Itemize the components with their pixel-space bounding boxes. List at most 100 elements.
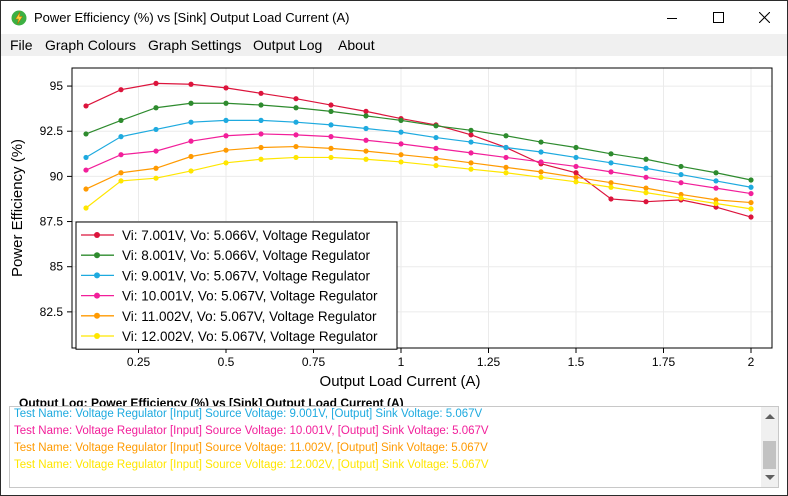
data-point [118,87,124,93]
data-point [293,105,299,111]
title-bar[interactable]: Power Efficiency (%) vs [Sink] Output Lo… [1,1,787,34]
menu-file[interactable]: File [10,37,33,53]
y-tick-label: 82.5 [40,305,64,319]
legend-swatch-marker [94,312,100,319]
data-point [258,117,264,123]
menu-graph-settings[interactable]: Graph Settings [148,37,242,53]
data-point [643,185,649,191]
maximize-button[interactable] [695,1,741,34]
legend-swatch-marker [94,292,100,299]
x-tick-label: 0.25 [127,355,151,369]
scroll-down-icon[interactable] [765,475,775,480]
data-point [153,80,159,86]
data-point [573,163,579,170]
data-point [328,134,334,140]
minimize-button[interactable] [649,1,695,34]
output-log-box[interactable]: Test Name: Voltage Regulator [Input] Sou… [9,406,779,488]
data-point [678,195,684,201]
data-point [258,156,264,162]
data-point [258,144,264,151]
data-point [748,206,754,212]
series-line [85,102,752,181]
maximize-icon [712,12,724,23]
data-point [293,132,299,138]
lightning-power-icon [11,10,27,26]
menu-output-log[interactable]: Output Log [253,37,323,53]
data-point [538,159,544,165]
data-point [188,168,194,174]
data-point [608,196,614,202]
data-point [503,133,509,139]
legend-swatch-marker [94,232,100,238]
close-icon [758,12,770,23]
data-point [363,125,369,132]
log-line: Test Name: Voltage Regulator [Input] Sou… [14,408,483,420]
menu-graph-colours[interactable]: Graph Colours [45,37,137,53]
data-point [83,186,89,192]
data-point [468,132,474,138]
data-point [223,147,229,153]
data-point [328,122,334,128]
data-point [188,153,194,160]
legend-entry: Vi: 9.001V, Vo: 5.067V, Voltage Regulato… [122,268,370,283]
data-point [608,169,614,175]
series-line [85,156,752,210]
scroll-thumb[interactable] [763,441,776,469]
data-point [398,117,404,123]
data-point [83,205,89,211]
data-point [258,90,264,96]
scroll-up-icon[interactable] [765,414,775,419]
data-point [643,199,649,205]
data-point [188,100,194,106]
data-point [153,148,159,154]
plot-frame [71,67,773,349]
data-point [503,164,509,170]
data-point [363,148,369,154]
data-point [328,154,334,161]
data-point [153,126,159,133]
series-line [85,119,752,188]
data-point [363,113,369,119]
data-point [83,154,89,161]
data-point [83,131,89,137]
data-point [433,162,439,169]
data-point [398,141,404,147]
data-point [538,149,544,155]
data-point [223,100,229,106]
data-point [643,190,649,196]
x-tick-label: 1.25 [477,355,501,369]
data-point [118,152,124,158]
y-axis-label: Power Efficiency (%) [9,139,26,277]
data-point [83,103,89,109]
legend-box [75,221,398,350]
menu-about[interactable]: About [338,37,375,53]
y-tick-label: 85 [50,260,64,274]
y-tick-label: 92.5 [40,124,64,138]
data-point [258,131,264,137]
data-point [223,133,229,139]
data-point [433,134,439,141]
data-point [433,123,439,129]
legend-swatch-marker [94,272,100,279]
close-button[interactable] [741,1,787,34]
data-point [188,81,194,87]
log-line: Test Name: Voltage Regulator [Input] Sou… [14,442,488,454]
menu-bar: File Graph Colours Graph Settings Output… [1,34,787,56]
y-tick-label: 95 [50,79,64,93]
log-scrollbar[interactable] [761,407,778,487]
data-point [293,143,299,150]
data-point [678,163,684,170]
series-line [85,82,752,218]
x-axis-label: Output Load Current (A) [320,373,481,390]
y-tick-label: 87.5 [40,215,64,229]
data-point [293,154,299,161]
log-line: Test Name: Voltage Regulator [Input] Sou… [14,459,489,471]
legend-swatch-marker [94,252,100,259]
data-point [643,156,649,162]
data-point [118,117,124,123]
data-point [118,134,124,140]
data-point [713,170,719,176]
data-point [328,102,334,108]
data-point [538,139,544,145]
x-tick-label: 2 [748,355,755,369]
